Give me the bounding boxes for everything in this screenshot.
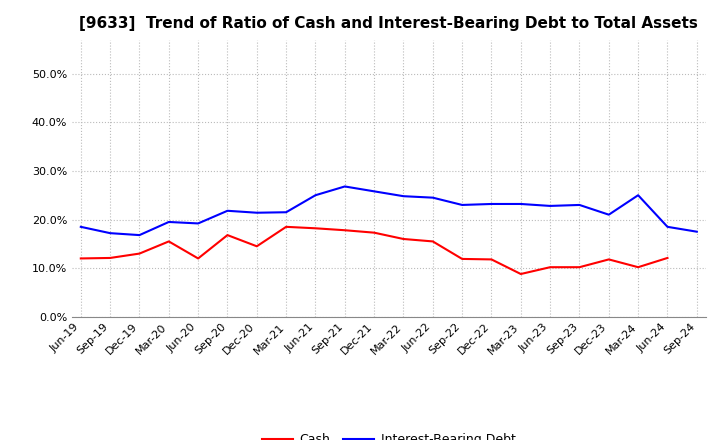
- Line: Interest-Bearing Debt: Interest-Bearing Debt: [81, 187, 697, 235]
- Interest-Bearing Debt: [282, 209, 290, 215]
- Cash: [106, 255, 114, 260]
- Interest-Bearing Debt: [546, 203, 554, 209]
- Interest-Bearing Debt: [605, 212, 613, 217]
- Cash: [223, 232, 232, 238]
- Interest-Bearing Debt: [223, 208, 232, 213]
- Cash: [164, 239, 173, 244]
- Cash: [458, 256, 467, 261]
- Cash: [311, 226, 320, 231]
- Cash: [135, 251, 144, 256]
- Interest-Bearing Debt: [428, 195, 437, 200]
- Interest-Bearing Debt: [693, 229, 701, 235]
- Line: Cash: Cash: [81, 227, 667, 274]
- Interest-Bearing Debt: [76, 224, 85, 230]
- Cash: [253, 244, 261, 249]
- Cash: [516, 271, 525, 277]
- Cash: [341, 227, 349, 233]
- Cash: [194, 256, 202, 261]
- Interest-Bearing Debt: [135, 232, 144, 238]
- Interest-Bearing Debt: [106, 231, 114, 236]
- Interest-Bearing Debt: [194, 221, 202, 226]
- Cash: [575, 264, 584, 270]
- Interest-Bearing Debt: [516, 202, 525, 207]
- Interest-Bearing Debt: [399, 194, 408, 199]
- Interest-Bearing Debt: [458, 202, 467, 208]
- Interest-Bearing Debt: [253, 210, 261, 215]
- Interest-Bearing Debt: [341, 184, 349, 189]
- Interest-Bearing Debt: [575, 202, 584, 208]
- Interest-Bearing Debt: [311, 193, 320, 198]
- Interest-Bearing Debt: [370, 189, 379, 194]
- Cash: [605, 257, 613, 262]
- Interest-Bearing Debt: [663, 224, 672, 230]
- Cash: [663, 255, 672, 260]
- Interest-Bearing Debt: [164, 219, 173, 224]
- Interest-Bearing Debt: [634, 193, 642, 198]
- Cash: [282, 224, 290, 230]
- Legend: Cash, Interest-Bearing Debt: Cash, Interest-Bearing Debt: [257, 429, 521, 440]
- Interest-Bearing Debt: [487, 202, 496, 207]
- Title: [9633]  Trend of Ratio of Cash and Interest-Bearing Debt to Total Assets: [9633] Trend of Ratio of Cash and Intere…: [79, 16, 698, 32]
- Cash: [428, 239, 437, 244]
- Cash: [76, 256, 85, 261]
- Cash: [546, 264, 554, 270]
- Cash: [634, 264, 642, 270]
- Cash: [399, 236, 408, 242]
- Cash: [370, 230, 379, 235]
- Cash: [487, 257, 496, 262]
